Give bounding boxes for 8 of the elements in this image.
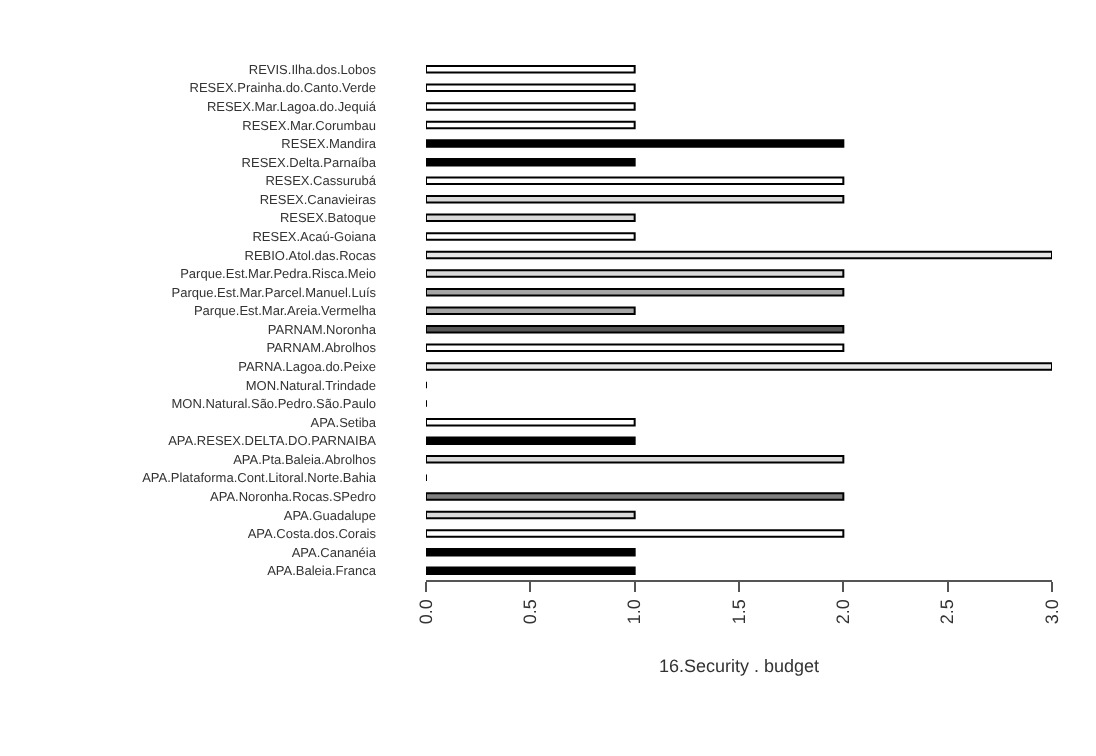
x-tick-label: 3.0 [1041,599,1062,625]
x-tick-label: 2.0 [833,599,854,625]
x-tick-label: 0.5 [520,599,541,625]
x-tick-label: 2.5 [937,599,958,625]
x-tick-label: 1.5 [728,599,749,625]
x-tick-label: 1.0 [624,599,645,625]
x-tick-label: 0.0 [415,599,436,625]
x-axis-title: 16.Security . budget [658,655,821,676]
